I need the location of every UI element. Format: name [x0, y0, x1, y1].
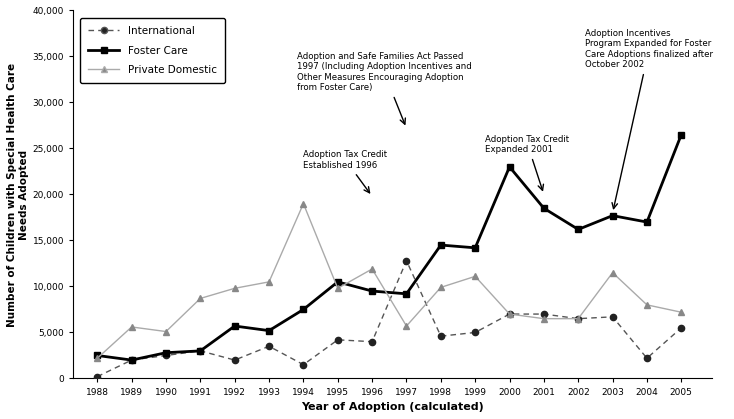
Text: Adoption Tax Credit
Expanded 2001: Adoption Tax Credit Expanded 2001 [485, 134, 570, 190]
Text: Adoption and Safe Families Act Passed
1997 (Including Adoption Incentives and
Ot: Adoption and Safe Families Act Passed 19… [297, 52, 471, 124]
Text: Adoption Tax Credit
Established 1996: Adoption Tax Credit Established 1996 [303, 150, 388, 193]
Text: Adoption Incentives
Program Expanded for Foster
Care Adoptions finalized after
O: Adoption Incentives Program Expanded for… [585, 29, 713, 209]
Legend: International, Foster Care, Private Domestic: International, Foster Care, Private Dome… [79, 18, 225, 83]
Y-axis label: Number of Children with Special Health Care
Needs Adopted: Number of Children with Special Health C… [7, 62, 29, 326]
X-axis label: Year of Adoption (calculated): Year of Adoption (calculated) [302, 402, 484, 412]
